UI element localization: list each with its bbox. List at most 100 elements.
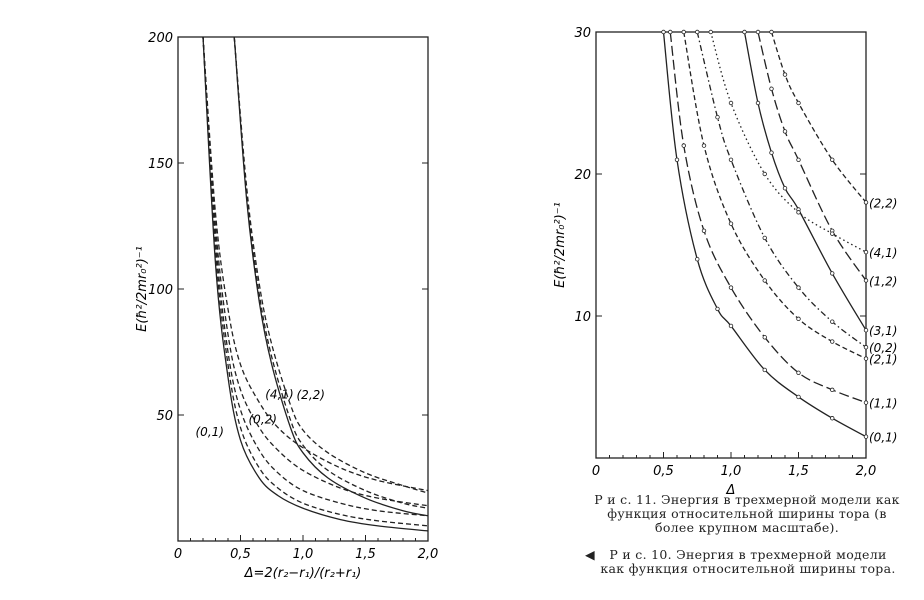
data-point xyxy=(728,221,734,226)
series-line xyxy=(662,32,866,438)
data-point xyxy=(715,306,720,312)
x-tick-label: 2,0 xyxy=(418,547,439,562)
series-line xyxy=(202,37,428,527)
data-point xyxy=(674,157,680,162)
data-point xyxy=(681,143,686,148)
data-point xyxy=(762,335,767,340)
data-point xyxy=(769,29,774,35)
series-line xyxy=(696,32,866,348)
plot-frame xyxy=(595,31,867,459)
data-point xyxy=(796,157,801,162)
data-point xyxy=(830,319,835,324)
y-tick-label: 100 xyxy=(148,283,173,298)
x-tick-label: 1,5 xyxy=(788,464,809,479)
series-label: (1,2) xyxy=(869,275,897,289)
x-tick-label: 0 xyxy=(592,464,600,479)
data-point xyxy=(681,29,686,35)
caption-fig10: Р и с. 10. Энергия в трехмерной модели к… xyxy=(600,547,896,576)
series-label: (1,1) xyxy=(869,397,897,411)
chart-fig11: 0 0,5 1,0 1,5 2,0 10 20 30 Δ E(ħ²/2mr₀²)⁻¹ (0,1) (1… xyxy=(553,26,897,498)
data-point xyxy=(830,339,835,344)
series-line xyxy=(770,32,866,203)
x-tick-label: 1,5 xyxy=(355,547,376,562)
series-line xyxy=(683,32,866,360)
y-axis-label: E(ħ²/2mr₀²)⁻¹ xyxy=(135,246,150,332)
y-tick-label: 20 xyxy=(574,168,591,183)
data-point xyxy=(695,29,700,35)
data-point xyxy=(701,228,707,233)
y-tick-label: 200 xyxy=(148,31,173,46)
series-line xyxy=(710,32,866,253)
y-tick-label: 150 xyxy=(148,157,173,172)
data-point xyxy=(830,387,835,393)
data-point xyxy=(728,323,734,329)
data-point xyxy=(782,129,788,134)
data-point xyxy=(728,157,734,162)
data-point xyxy=(769,86,774,91)
data-point xyxy=(708,29,713,35)
data-point xyxy=(661,29,666,35)
series-label: (0,1) xyxy=(196,425,224,439)
series-line xyxy=(202,37,428,492)
data-point xyxy=(762,278,767,283)
data-point xyxy=(755,100,761,106)
series-label: (3,1) xyxy=(869,324,897,338)
data-point xyxy=(796,370,801,375)
data-point xyxy=(796,100,801,106)
plot-frame xyxy=(177,36,429,542)
data-point xyxy=(715,114,720,120)
series-line xyxy=(669,32,866,404)
data-point xyxy=(728,285,734,290)
data-point xyxy=(796,316,801,322)
series-line xyxy=(202,37,428,532)
data-point xyxy=(782,72,788,77)
series-label: (2,2) xyxy=(297,388,325,402)
data-point xyxy=(863,356,869,361)
data-point xyxy=(863,328,869,333)
series-label: (0,1) xyxy=(869,431,897,445)
series-label: (2,2) xyxy=(869,196,897,210)
data-point xyxy=(782,185,788,191)
x-tick-label: 0,5 xyxy=(653,464,674,479)
data-point xyxy=(863,434,869,439)
data-point xyxy=(695,257,700,262)
x-tick-label: 0 xyxy=(174,547,182,562)
data-point xyxy=(769,150,774,155)
series-line xyxy=(202,37,428,507)
x-tick-label: 2,0 xyxy=(856,464,877,479)
series-line xyxy=(233,37,428,494)
series-line xyxy=(233,37,428,509)
series-label: (4,1) xyxy=(869,246,897,260)
data-point xyxy=(796,210,801,215)
data-point xyxy=(830,271,835,276)
data-point xyxy=(701,143,707,148)
x-tick-label: 1,0 xyxy=(293,547,314,562)
data-point xyxy=(755,29,761,35)
data-point xyxy=(762,367,767,373)
data-point xyxy=(830,231,835,236)
y-axis-label: E(ħ²/2mr₀²)⁻¹ xyxy=(553,202,568,288)
data-point xyxy=(863,400,869,405)
data-point xyxy=(668,29,673,35)
data-point xyxy=(863,278,869,283)
x-tick-label: 1,0 xyxy=(721,464,742,479)
pointer-triangle-icon: ◀ xyxy=(585,547,595,562)
data-point xyxy=(762,171,767,177)
y-tick-label: 50 xyxy=(156,409,173,424)
data-point xyxy=(796,285,801,290)
data-point xyxy=(728,100,734,106)
y-tick-label: 30 xyxy=(574,26,591,41)
data-point xyxy=(830,416,835,421)
data-point xyxy=(863,345,869,350)
series-label: (2,1) xyxy=(869,353,897,367)
caption-fig11: Р и с. 11. Энергия в трехмерной модели к… xyxy=(594,492,900,535)
data-point xyxy=(742,29,747,35)
x-tick-label: 0,5 xyxy=(230,547,251,562)
x-axis-label: Δ=2(r₂−r₁)/(r₂+r₁) xyxy=(244,566,362,581)
chart-fig10: 0 0,5 1,0 1,5 2,0 50 100 150 200 Δ=2(r₂−r₁)/(r₂+r… xyxy=(135,31,438,581)
series-label: (0,2) xyxy=(249,413,277,427)
data-point xyxy=(762,235,767,241)
series-line xyxy=(202,37,428,517)
series-line xyxy=(233,37,428,517)
